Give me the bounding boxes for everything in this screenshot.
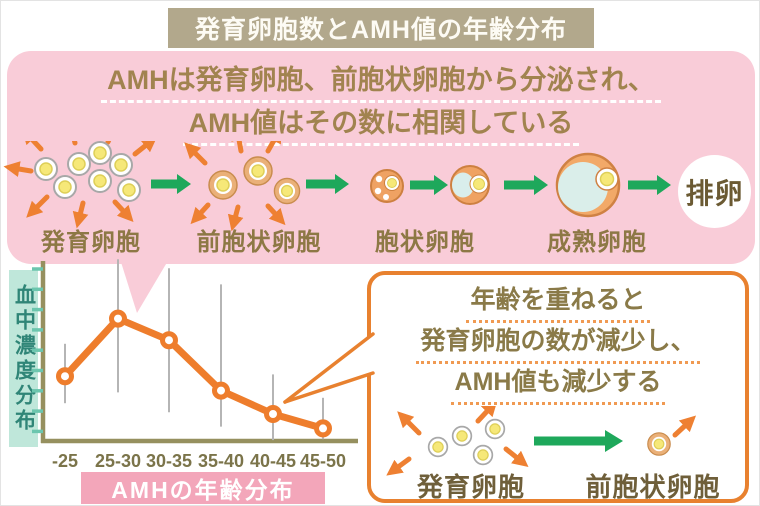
callout-label-developing: 発育卵胞 <box>416 472 526 502</box>
x-axis-labels: -25 25-30 30-35 35-40 40-45 45-50 <box>52 451 346 471</box>
antral-follicle-large-icon <box>450 165 490 205</box>
stage-arrow-icon <box>534 430 623 452</box>
svg-text:-25: -25 <box>52 451 78 471</box>
stage-label-mature: 成熟卵胞 <box>547 229 647 256</box>
stage-arrow-icon <box>410 175 448 195</box>
developing-follicles-icon <box>3 141 158 229</box>
panel-speech-tail-icon <box>120 259 169 313</box>
y-axis-label: 血中濃度分布 <box>9 270 38 447</box>
chart-title-badge: AMHの年齢分布 <box>81 472 325 504</box>
stage-arrow-icon <box>504 175 548 195</box>
panel-heading-line1: AMHは発育卵胞、前胞状卵胞から分泌され、 <box>7 58 755 103</box>
panel-heading-line2: AMH値はその数に相関している <box>7 101 755 146</box>
callout-speech-tail-icon <box>283 332 375 404</box>
stage-arrow-icon <box>306 174 349 194</box>
callout-line2: 発育卵胞の数が減少し、 <box>367 321 749 364</box>
callout-line1: 年齢を重ねると <box>367 280 749 323</box>
stage-arrow-icon <box>628 175 671 195</box>
amh-age-distribution-chart: -25 25-30 30-35 35-40 40-45 45-50 <box>32 259 358 471</box>
callout-line3: AMH値も減少する <box>367 362 749 405</box>
y-axis-ticks <box>32 267 43 434</box>
svg-text:30-35: 30-35 <box>146 451 192 471</box>
ovulation-badge: 排卵 <box>678 155 751 228</box>
preantral-follicles-icon <box>184 141 301 232</box>
callout-follicle-illustration <box>386 406 697 476</box>
mature-follicle-icon <box>555 152 621 218</box>
amh-explainer-panel <box>7 51 755 264</box>
callout-label-preantral: 前胞状卵胞 <box>585 472 721 502</box>
svg-text:35-40: 35-40 <box>198 451 244 471</box>
single-preantral-follicle-icon <box>647 415 697 456</box>
stage-label-preantral: 前胞状卵胞 <box>196 229 322 256</box>
svg-text:45-50: 45-50 <box>300 451 346 471</box>
svg-text:40-45: 40-45 <box>250 451 296 471</box>
aging-callout-box <box>367 271 749 503</box>
radiating-arrows-icon <box>3 141 158 229</box>
svg-text:25-30: 25-30 <box>95 451 141 471</box>
fewer-developing-follicles-icon <box>386 406 529 476</box>
data-point-markers <box>56 309 332 438</box>
follicle-development-illustration <box>3 141 671 232</box>
stage-arrow-icon <box>151 174 191 194</box>
page-title: 発育卵胞数とAMH値の年齢分布 <box>168 8 594 48</box>
stage-label-antral: 胞状卵胞 <box>375 229 475 256</box>
radiating-arrows-icon <box>184 141 286 232</box>
stage-label-developing: 発育卵胞 <box>41 229 141 256</box>
antral-follicle-icon <box>370 169 404 203</box>
